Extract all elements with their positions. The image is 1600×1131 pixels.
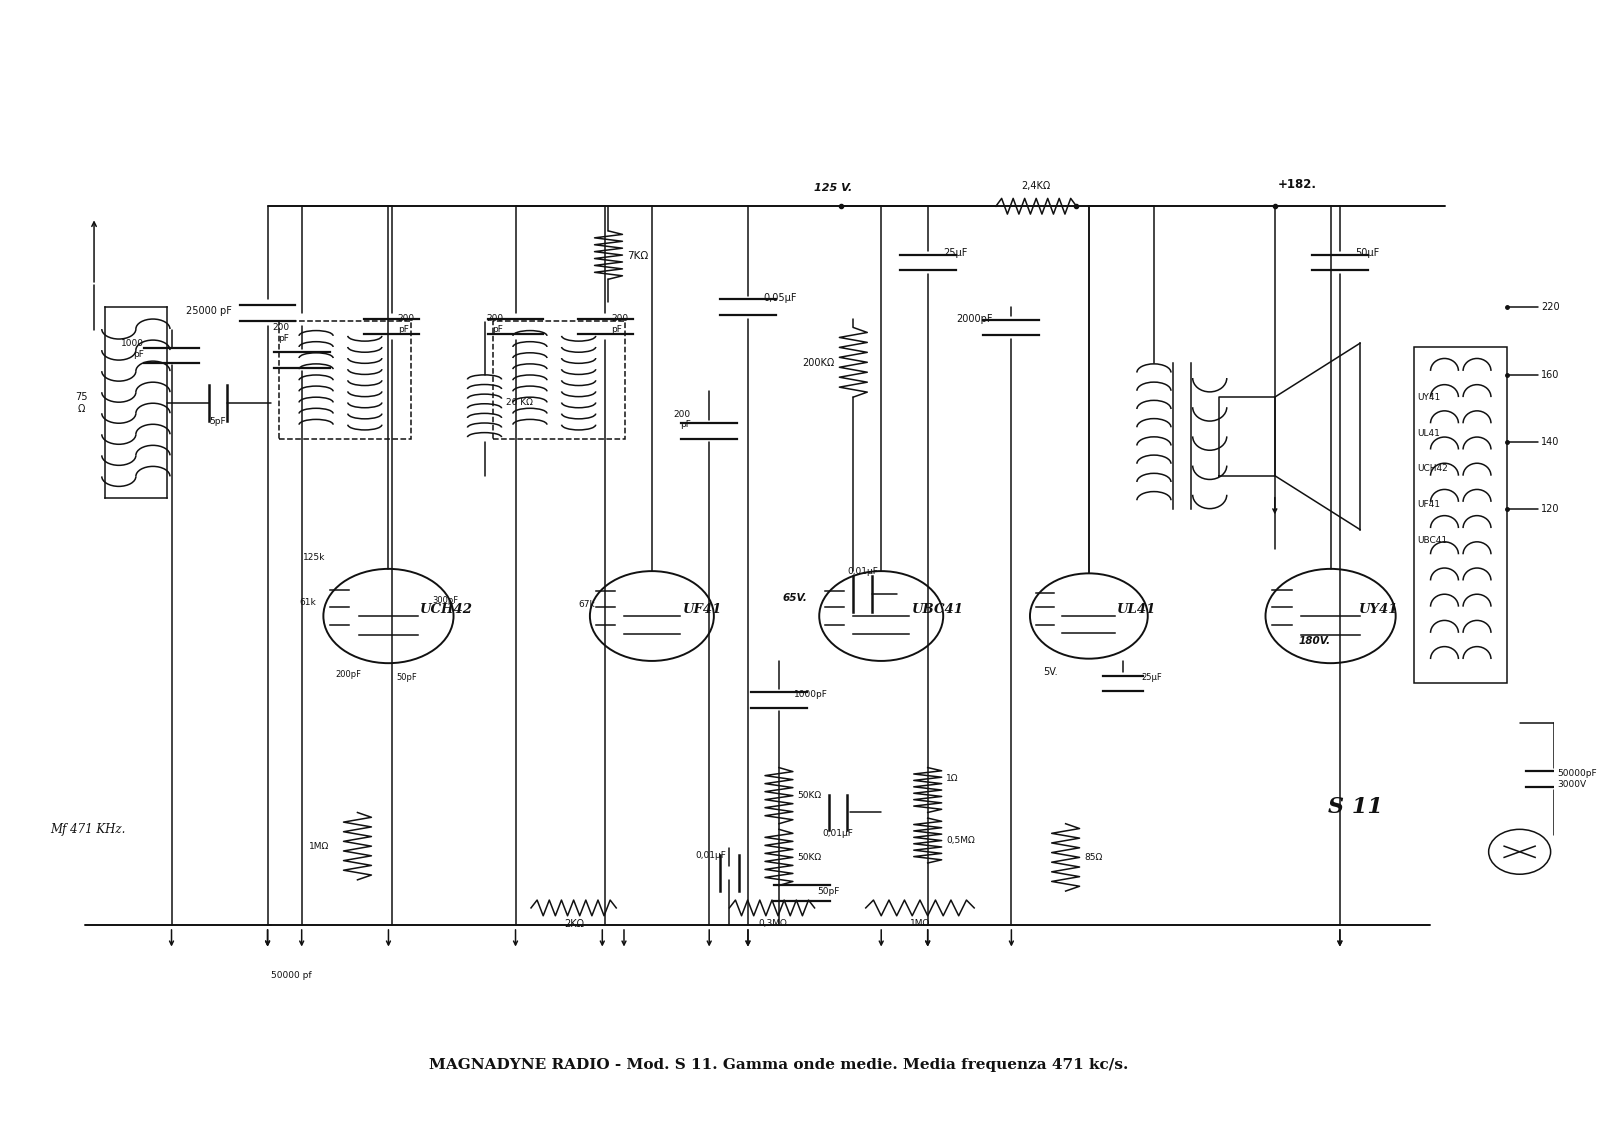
Text: UY41: UY41 — [1418, 392, 1440, 402]
Text: MAGNADYNE RADIO - Mod. S 11. Gamma onde medie. Media frequenza 471 kc/s.: MAGNADYNE RADIO - Mod. S 11. Gamma onde … — [429, 1059, 1128, 1072]
Text: 50KΩ: 50KΩ — [797, 853, 822, 862]
Text: UF41: UF41 — [1418, 500, 1440, 509]
Text: 2,4KΩ: 2,4KΩ — [1021, 181, 1051, 190]
Text: 200
pF: 200 pF — [611, 314, 629, 334]
Text: 0,01μF: 0,01μF — [822, 829, 853, 838]
Text: 160: 160 — [1541, 370, 1560, 380]
Text: 25000 pF: 25000 pF — [186, 305, 232, 316]
Text: 200KΩ: 200KΩ — [803, 359, 835, 369]
Text: 50pF: 50pF — [818, 887, 840, 896]
Bar — [493, 321, 624, 439]
Text: 25μF: 25μF — [944, 249, 968, 258]
Text: 200pF: 200pF — [334, 670, 362, 679]
Bar — [1414, 346, 1507, 683]
Text: 200
pF: 200 pF — [674, 409, 691, 430]
Text: 1000pF: 1000pF — [795, 690, 829, 699]
Text: 5V.: 5V. — [1043, 667, 1058, 677]
Text: Mf 471 KHz.: Mf 471 KHz. — [51, 823, 126, 836]
Text: 180V.: 180V. — [1299, 636, 1331, 646]
Text: UL41: UL41 — [1418, 429, 1440, 438]
Text: 65V.: 65V. — [782, 593, 806, 603]
Text: 0,01μF: 0,01μF — [696, 851, 726, 860]
Text: 2KΩ: 2KΩ — [565, 920, 584, 930]
Text: UBC41: UBC41 — [1418, 536, 1448, 545]
Text: UCH42: UCH42 — [1418, 465, 1448, 474]
Text: UY41: UY41 — [1358, 603, 1398, 615]
Bar — [280, 321, 411, 439]
Text: 1Ω: 1Ω — [946, 775, 958, 784]
Text: 125k: 125k — [302, 553, 325, 562]
Text: 50pF: 50pF — [397, 673, 418, 682]
Text: UL41: UL41 — [1117, 603, 1157, 615]
Text: 140: 140 — [1541, 437, 1560, 447]
Text: 125 V.: 125 V. — [814, 183, 853, 192]
Text: 25μF: 25μF — [1141, 673, 1162, 682]
Text: 75
Ω: 75 Ω — [75, 392, 88, 414]
Text: 0,3MΩ: 0,3MΩ — [758, 920, 787, 929]
Text: 200
pF: 200 pF — [486, 314, 502, 334]
Text: S 11: S 11 — [1328, 796, 1382, 818]
Text: 61k: 61k — [299, 598, 317, 607]
Text: 200
pF: 200 pF — [398, 314, 414, 334]
Text: 7KΩ: 7KΩ — [627, 251, 648, 260]
Text: UF41: UF41 — [683, 603, 722, 615]
Text: 1000
pF: 1000 pF — [120, 339, 144, 359]
Text: 67k: 67k — [579, 601, 595, 610]
Text: +182.: +182. — [1278, 178, 1317, 190]
Text: 50μF: 50μF — [1355, 249, 1379, 258]
Text: 300pF: 300pF — [432, 596, 458, 605]
Text: UBC41: UBC41 — [912, 603, 965, 615]
Text: 0,5MΩ: 0,5MΩ — [946, 836, 974, 845]
Text: UCH42: UCH42 — [419, 603, 472, 615]
Text: 85Ω: 85Ω — [1085, 853, 1102, 862]
Text: 120: 120 — [1541, 504, 1560, 515]
Text: 200
pF: 200 pF — [272, 323, 290, 343]
Text: 50KΩ: 50KΩ — [797, 792, 822, 800]
Text: 5pF: 5pF — [210, 417, 226, 426]
Text: 2000pF: 2000pF — [957, 313, 992, 323]
Text: 1MΩ: 1MΩ — [309, 841, 330, 851]
Text: 0,05μF: 0,05μF — [763, 293, 797, 303]
Text: 0,01μF: 0,01μF — [846, 567, 878, 576]
Text: 220: 220 — [1541, 302, 1560, 312]
Text: 20 KΩ: 20 KΩ — [506, 398, 533, 407]
Text: 1MΩ: 1MΩ — [910, 920, 930, 929]
Text: 50000pF
3000V: 50000pF 3000V — [1557, 769, 1597, 788]
Text: 50000 pf: 50000 pf — [270, 970, 312, 979]
